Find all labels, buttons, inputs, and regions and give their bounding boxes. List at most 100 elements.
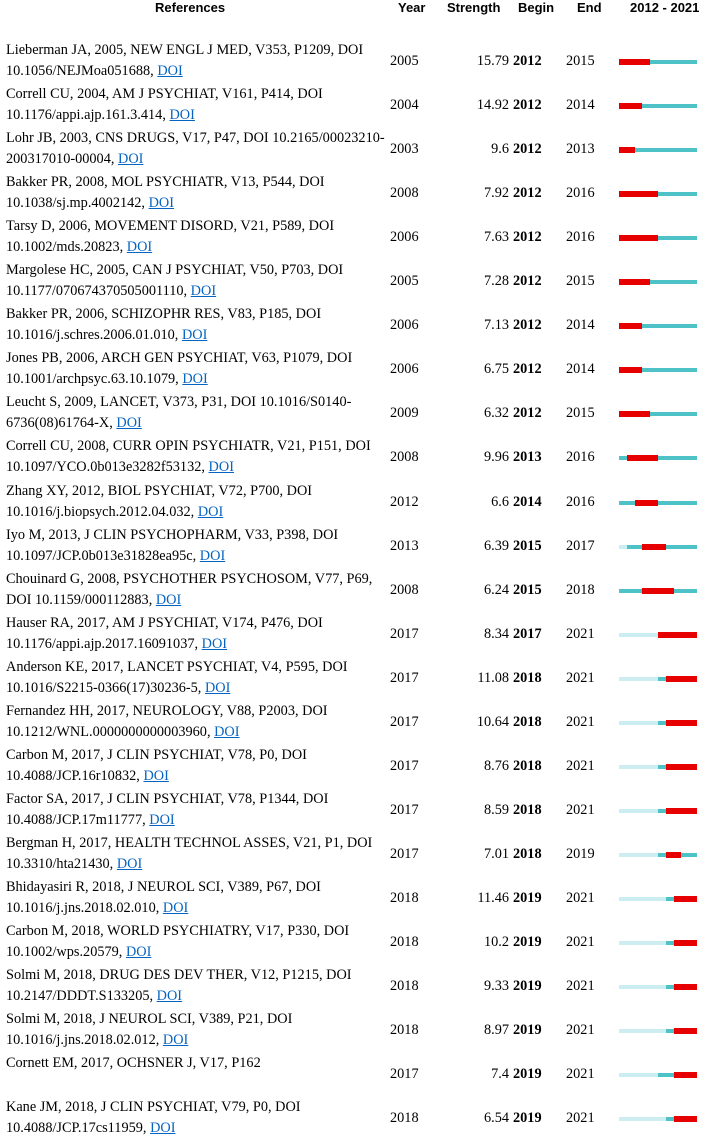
timeline-burst-segment <box>673 1116 697 1123</box>
end-cell: 2016 <box>566 185 595 202</box>
burst-timeline-bar <box>619 279 697 286</box>
year-cell: 2012 <box>390 493 419 510</box>
reference-row: Bergman H, 2017, HEALTH TECHNOL ASSES, V… <box>0 833 709 877</box>
reference-row: Leucht S, 2009, LANCET, V373, P31, DOI 1… <box>0 392 709 436</box>
burst-timeline-bar <box>619 103 697 110</box>
strength-cell: 6.39 <box>483 537 509 554</box>
reference-text: Factor SA, 2017, J CLIN PSYCHIAT, V78, P… <box>6 790 329 828</box>
reference-row: Lieberman JA, 2005, NEW ENGL J MED, V353… <box>0 40 709 84</box>
burst-timeline-bar <box>619 455 697 462</box>
year-cell: 2018 <box>390 1110 419 1127</box>
header-year: Year <box>398 0 426 15</box>
reference-citation: Jones PB, 2006, ARCH GEN PSYCHIAT, V63, … <box>6 348 388 390</box>
timeline-burst-segment <box>619 323 643 330</box>
doi-link[interactable]: DOI <box>214 723 240 740</box>
doi-link[interactable]: DOI <box>201 635 228 652</box>
reference-text: Bhidayasiri R, 2018, J NEUROL SCI, V389,… <box>6 878 321 916</box>
doi-link[interactable]: DOI <box>182 371 208 388</box>
begin-cell: 2019 <box>513 889 542 906</box>
timeline-active-segment <box>619 192 697 197</box>
doi-link[interactable]: DOI <box>199 547 226 564</box>
timeline-burst-segment <box>619 59 651 65</box>
reference-text: Fernandez HH, 2017, NEUROLOGY, V88, P200… <box>6 702 328 740</box>
doi-link[interactable]: DOI <box>125 944 152 960</box>
doi-link[interactable]: DOI <box>149 811 175 828</box>
doi-link[interactable]: DOI <box>116 855 143 872</box>
end-cell: 2019 <box>566 845 595 862</box>
begin-cell: 2015 <box>513 537 542 554</box>
end-cell: 2014 <box>566 361 595 378</box>
reference-citation: Zhang XY, 2012, BIOL PSYCHIAT, V72, P700… <box>6 481 388 523</box>
reference-text: Carbon M, 2017, J CLIN PSYCHIAT, V78, P0… <box>6 746 307 784</box>
reference-text: Correll CU, 2008, CURR OPIN PSYCHIATR, V… <box>6 438 371 476</box>
strength-cell: 14.92 <box>476 97 509 114</box>
end-cell: 2014 <box>566 317 595 334</box>
burst-timeline-bar <box>619 675 697 682</box>
end-cell: 2021 <box>566 934 595 950</box>
reference-row: Bhidayasiri R, 2018, J NEUROL SCI, V389,… <box>0 877 709 921</box>
strength-cell: 7.4 <box>491 1066 509 1083</box>
year-cell: 2017 <box>390 713 419 730</box>
reference-citation: Factor SA, 2017, J CLIN PSYCHIAT, V78, P… <box>6 789 388 831</box>
doi-link[interactable]: DOI <box>208 459 234 476</box>
doi-link[interactable]: DOI <box>150 1120 176 1137</box>
reference-text: Tarsy D, 2006, MOVEMENT DISORD, V21, P58… <box>6 218 335 256</box>
reference-row: Margolese HC, 2005, CAN J PSYCHIAT, V50,… <box>0 260 709 304</box>
reference-row: Solmi M, 2018, J NEUROL SCI, V389, P21, … <box>0 1009 709 1053</box>
doi-link[interactable]: DOI <box>197 503 224 520</box>
timeline-burst-segment <box>634 499 658 506</box>
timeline-active-segment <box>619 104 697 109</box>
burst-timeline-bar <box>619 367 697 374</box>
begin-cell: 2012 <box>513 229 542 246</box>
begin-cell: 2013 <box>513 449 542 466</box>
doi-link[interactable]: DOI <box>190 283 217 300</box>
year-cell: 2018 <box>390 934 419 950</box>
reference-row: Anderson KE, 2017, LANCET PSYCHIAT, V4, … <box>0 657 709 701</box>
timeline-active-segment <box>619 412 697 417</box>
reference-citation: Lieberman JA, 2005, NEW ENGL J MED, V353… <box>6 40 388 82</box>
begin-cell: 2019 <box>513 978 542 995</box>
doi-link[interactable]: DOI <box>156 988 183 1005</box>
reference-citation: Bakker PR, 2008, MOL PSYCHIATR, V13, P54… <box>6 172 388 214</box>
begin-cell: 2012 <box>513 317 542 334</box>
doi-link[interactable]: DOI <box>155 591 182 608</box>
doi-link[interactable]: DOI <box>162 899 189 916</box>
doi-link[interactable]: DOI <box>116 415 142 432</box>
timeline-inactive-segment <box>619 941 666 945</box>
doi-link[interactable]: DOI <box>204 679 231 696</box>
strength-cell: 9.96 <box>483 449 509 466</box>
doi-link[interactable]: DOI <box>157 63 183 79</box>
reference-row: Carbon M, 2017, J CLIN PSYCHIAT, V78, P0… <box>0 745 709 789</box>
reference-row: Zhang XY, 2012, BIOL PSYCHIAT, V72, P700… <box>0 481 709 525</box>
strength-cell: 8.34 <box>483 625 509 642</box>
reference-citation: Kane JM, 2018, J CLIN PSYCHIAT, V79, P0,… <box>6 1097 388 1139</box>
reference-citation: Solmi M, 2018, J NEUROL SCI, V389, P21, … <box>6 1009 388 1051</box>
doi-link[interactable]: DOI <box>162 1032 189 1049</box>
end-cell: 2021 <box>566 978 595 995</box>
begin-cell: 2019 <box>513 934 542 950</box>
year-cell: 2004 <box>390 97 419 114</box>
doi-link[interactable]: DOI <box>181 327 208 344</box>
year-cell: 2018 <box>390 978 419 995</box>
reference-text: Hauser RA, 2017, AM J PSYCHIAT, V174, P4… <box>6 614 323 652</box>
end-cell: 2016 <box>566 229 595 246</box>
doi-link[interactable]: DOI <box>143 767 169 784</box>
timeline-inactive-segment <box>619 632 658 637</box>
year-cell: 2017 <box>390 669 419 686</box>
doi-link[interactable]: DOI <box>169 107 195 124</box>
burst-timeline-bar <box>619 323 697 330</box>
reference-row: Solmi M, 2018, DRUG DES DEV THER, V12, P… <box>0 965 709 1009</box>
year-cell: 2008 <box>390 185 419 202</box>
burst-timeline-bar <box>619 191 697 198</box>
doi-link[interactable]: DOI <box>118 151 144 168</box>
end-cell: 2021 <box>566 757 595 774</box>
timeline-inactive-segment <box>619 985 666 990</box>
doi-link[interactable]: DOI <box>126 239 153 256</box>
reference-text: Bakker PR, 2006, SCHIZOPHR RES, V83, P18… <box>6 306 322 344</box>
reference-citation: Lohr JB, 2003, CNS DRUGS, V17, P47, DOI … <box>6 128 388 170</box>
end-cell: 2016 <box>566 493 595 510</box>
strength-cell: 7.13 <box>483 317 509 334</box>
reference-citation: Bakker PR, 2006, SCHIZOPHR RES, V83, P18… <box>6 304 388 346</box>
burst-timeline-bar <box>619 763 697 770</box>
doi-link[interactable]: DOI <box>148 195 175 212</box>
